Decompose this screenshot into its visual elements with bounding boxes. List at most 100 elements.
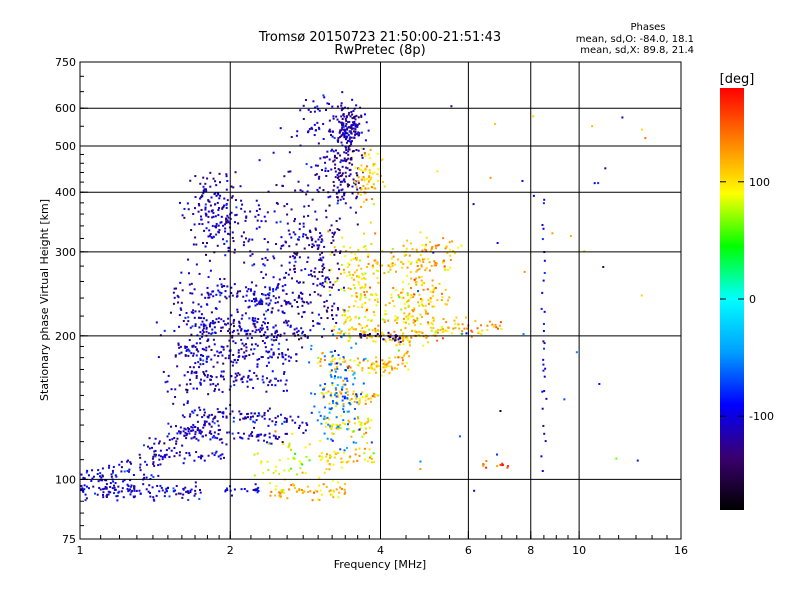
data-point [449,248,452,251]
data-point [199,491,202,494]
data-point [394,263,397,266]
data-point [336,402,339,405]
data-point [384,340,387,343]
data-point [221,326,224,329]
data-point [344,331,347,334]
data-point [407,300,410,303]
data-point [370,319,373,322]
data-point [329,350,332,353]
data-point [344,482,347,485]
data-point [346,397,349,400]
data-point [256,487,259,490]
data-point [193,371,196,374]
data-point [389,338,392,341]
data-point [391,247,394,250]
data-point [193,435,196,438]
data-point [232,416,235,419]
data-point [270,311,273,314]
data-point [200,378,203,381]
data-point [221,390,224,393]
data-point [337,308,340,311]
data-point [179,432,182,435]
data-point [312,282,315,285]
data-point [311,127,314,130]
data-point [501,464,504,467]
data-point [429,290,432,293]
data-point [371,367,374,370]
data-point [316,277,319,280]
data-point [200,305,203,308]
data-point [263,417,266,420]
data-point [260,299,263,302]
data-point [240,317,243,320]
data-point [333,159,336,162]
data-point [351,121,354,124]
data-point [197,361,200,364]
data-point [356,174,359,177]
data-point [300,327,303,330]
data-point [347,150,350,153]
data-point [440,325,443,328]
data-point [315,173,318,176]
data-point [230,286,233,289]
data-point [206,374,209,377]
data-point [217,455,220,458]
data-point [186,371,189,374]
data-point [391,368,394,371]
data-point [185,432,188,435]
data-point [314,106,317,109]
data-point [253,293,256,296]
data-point [347,287,350,290]
data-point [368,333,371,336]
data-point [354,453,357,456]
data-point [343,449,346,452]
data-point [332,115,335,118]
data-point [305,422,308,425]
data-point [192,423,195,426]
data-point [342,361,345,364]
data-point [259,330,262,333]
data-point [444,288,447,291]
data-point [256,358,259,361]
data-point [268,381,271,384]
data-point [399,340,402,343]
data-point [350,258,353,261]
data-point [282,443,285,446]
data-point [120,466,123,469]
data-point [195,371,198,374]
data-point [183,216,186,219]
data-point [203,420,206,423]
data-point [190,333,193,336]
data-point [411,248,414,251]
data-point [165,490,168,493]
data-point [205,253,208,256]
data-point [216,284,219,287]
data-point [496,453,499,456]
data-point [209,430,212,433]
data-point [387,271,390,274]
data-point [373,395,376,398]
data-point [206,303,209,306]
data-point [397,294,400,297]
data-point [215,233,218,236]
data-point [250,343,253,346]
data-point [324,417,327,420]
data-point [339,448,342,451]
data-point [183,374,186,377]
data-point [356,188,359,191]
data-point [216,201,219,204]
data-point [598,382,601,385]
data-point [304,429,307,432]
data-point [343,488,346,491]
data-point [377,168,380,171]
data-point [217,289,220,292]
data-point [481,329,484,332]
data-point [183,427,186,430]
data-point [416,319,419,322]
data-point [373,362,376,365]
data-point [233,283,236,286]
data-point [279,413,282,416]
data-point [241,314,244,317]
data-point [339,251,342,254]
data-point [344,125,347,128]
